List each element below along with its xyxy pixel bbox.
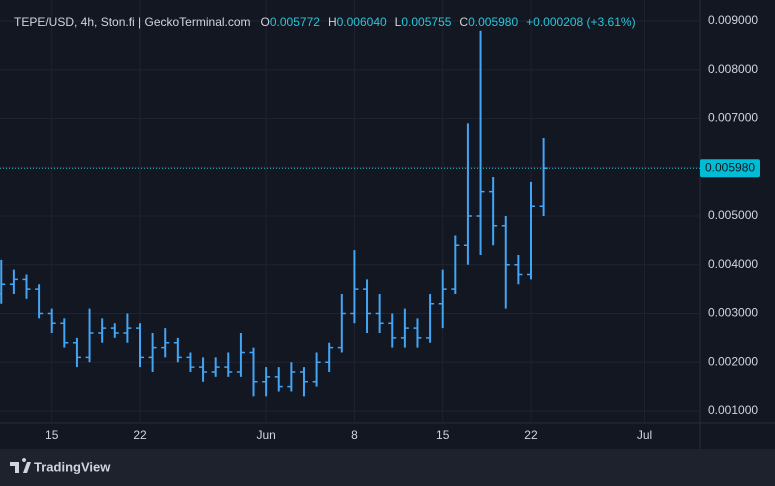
footer-bar [0, 449, 775, 486]
brand-name: TradingView [34, 459, 111, 474]
x-tick-label: 15 [45, 428, 59, 442]
ohlc-key: L [395, 15, 402, 29]
y-tick-label: 0.004000 [708, 257, 758, 271]
x-tick-label: Jul [637, 428, 652, 442]
grid [0, 0, 700, 422]
brand-logo [10, 458, 31, 473]
y-tick-label: 0.001000 [708, 403, 758, 417]
ohlc-key: C [459, 15, 468, 29]
bars [0, 30, 548, 397]
y-tick-label: 0.009000 [708, 13, 758, 27]
y-tick-label: 0.007000 [708, 111, 758, 125]
ohlc-value: 0.005980 [468, 15, 518, 29]
y-tick-label: 0.002000 [708, 354, 758, 368]
last-price-label: 0.005980 [705, 160, 755, 174]
x-tick-label: 22 [524, 428, 538, 442]
y-tick-label: 0.008000 [708, 62, 758, 76]
ohlc-key: O [261, 15, 270, 29]
y-tick-label: 0.003000 [708, 306, 758, 320]
x-tick-label: 22 [133, 428, 147, 442]
x-tick-label: 8 [351, 428, 358, 442]
ohlc-key: H [328, 15, 337, 29]
ohlc-value: 0.005772 [270, 15, 320, 29]
ohlc-value: 0.006040 [337, 15, 387, 29]
last-price-box [700, 159, 760, 178]
chart-title: TEPE/USD, 4h, Ston.fi | GeckoTerminal.co… [14, 15, 251, 29]
axes: 0.001000 0.002000 0.003000 0.004000 0.005000… [0, 13, 760, 442]
brand: TradingView [10, 458, 111, 474]
x-tick-label: 15 [436, 428, 450, 442]
y-tick-label: 0.005000 [708, 208, 758, 222]
ohlc-value: 0.005755 [401, 15, 451, 29]
x-tick-label: Jun [256, 428, 275, 442]
legend: TEPE/USD, 4h, Ston.fi | GeckoTerminal.co… [14, 15, 636, 29]
change: +0.000208 (+3.61%) [526, 15, 635, 29]
